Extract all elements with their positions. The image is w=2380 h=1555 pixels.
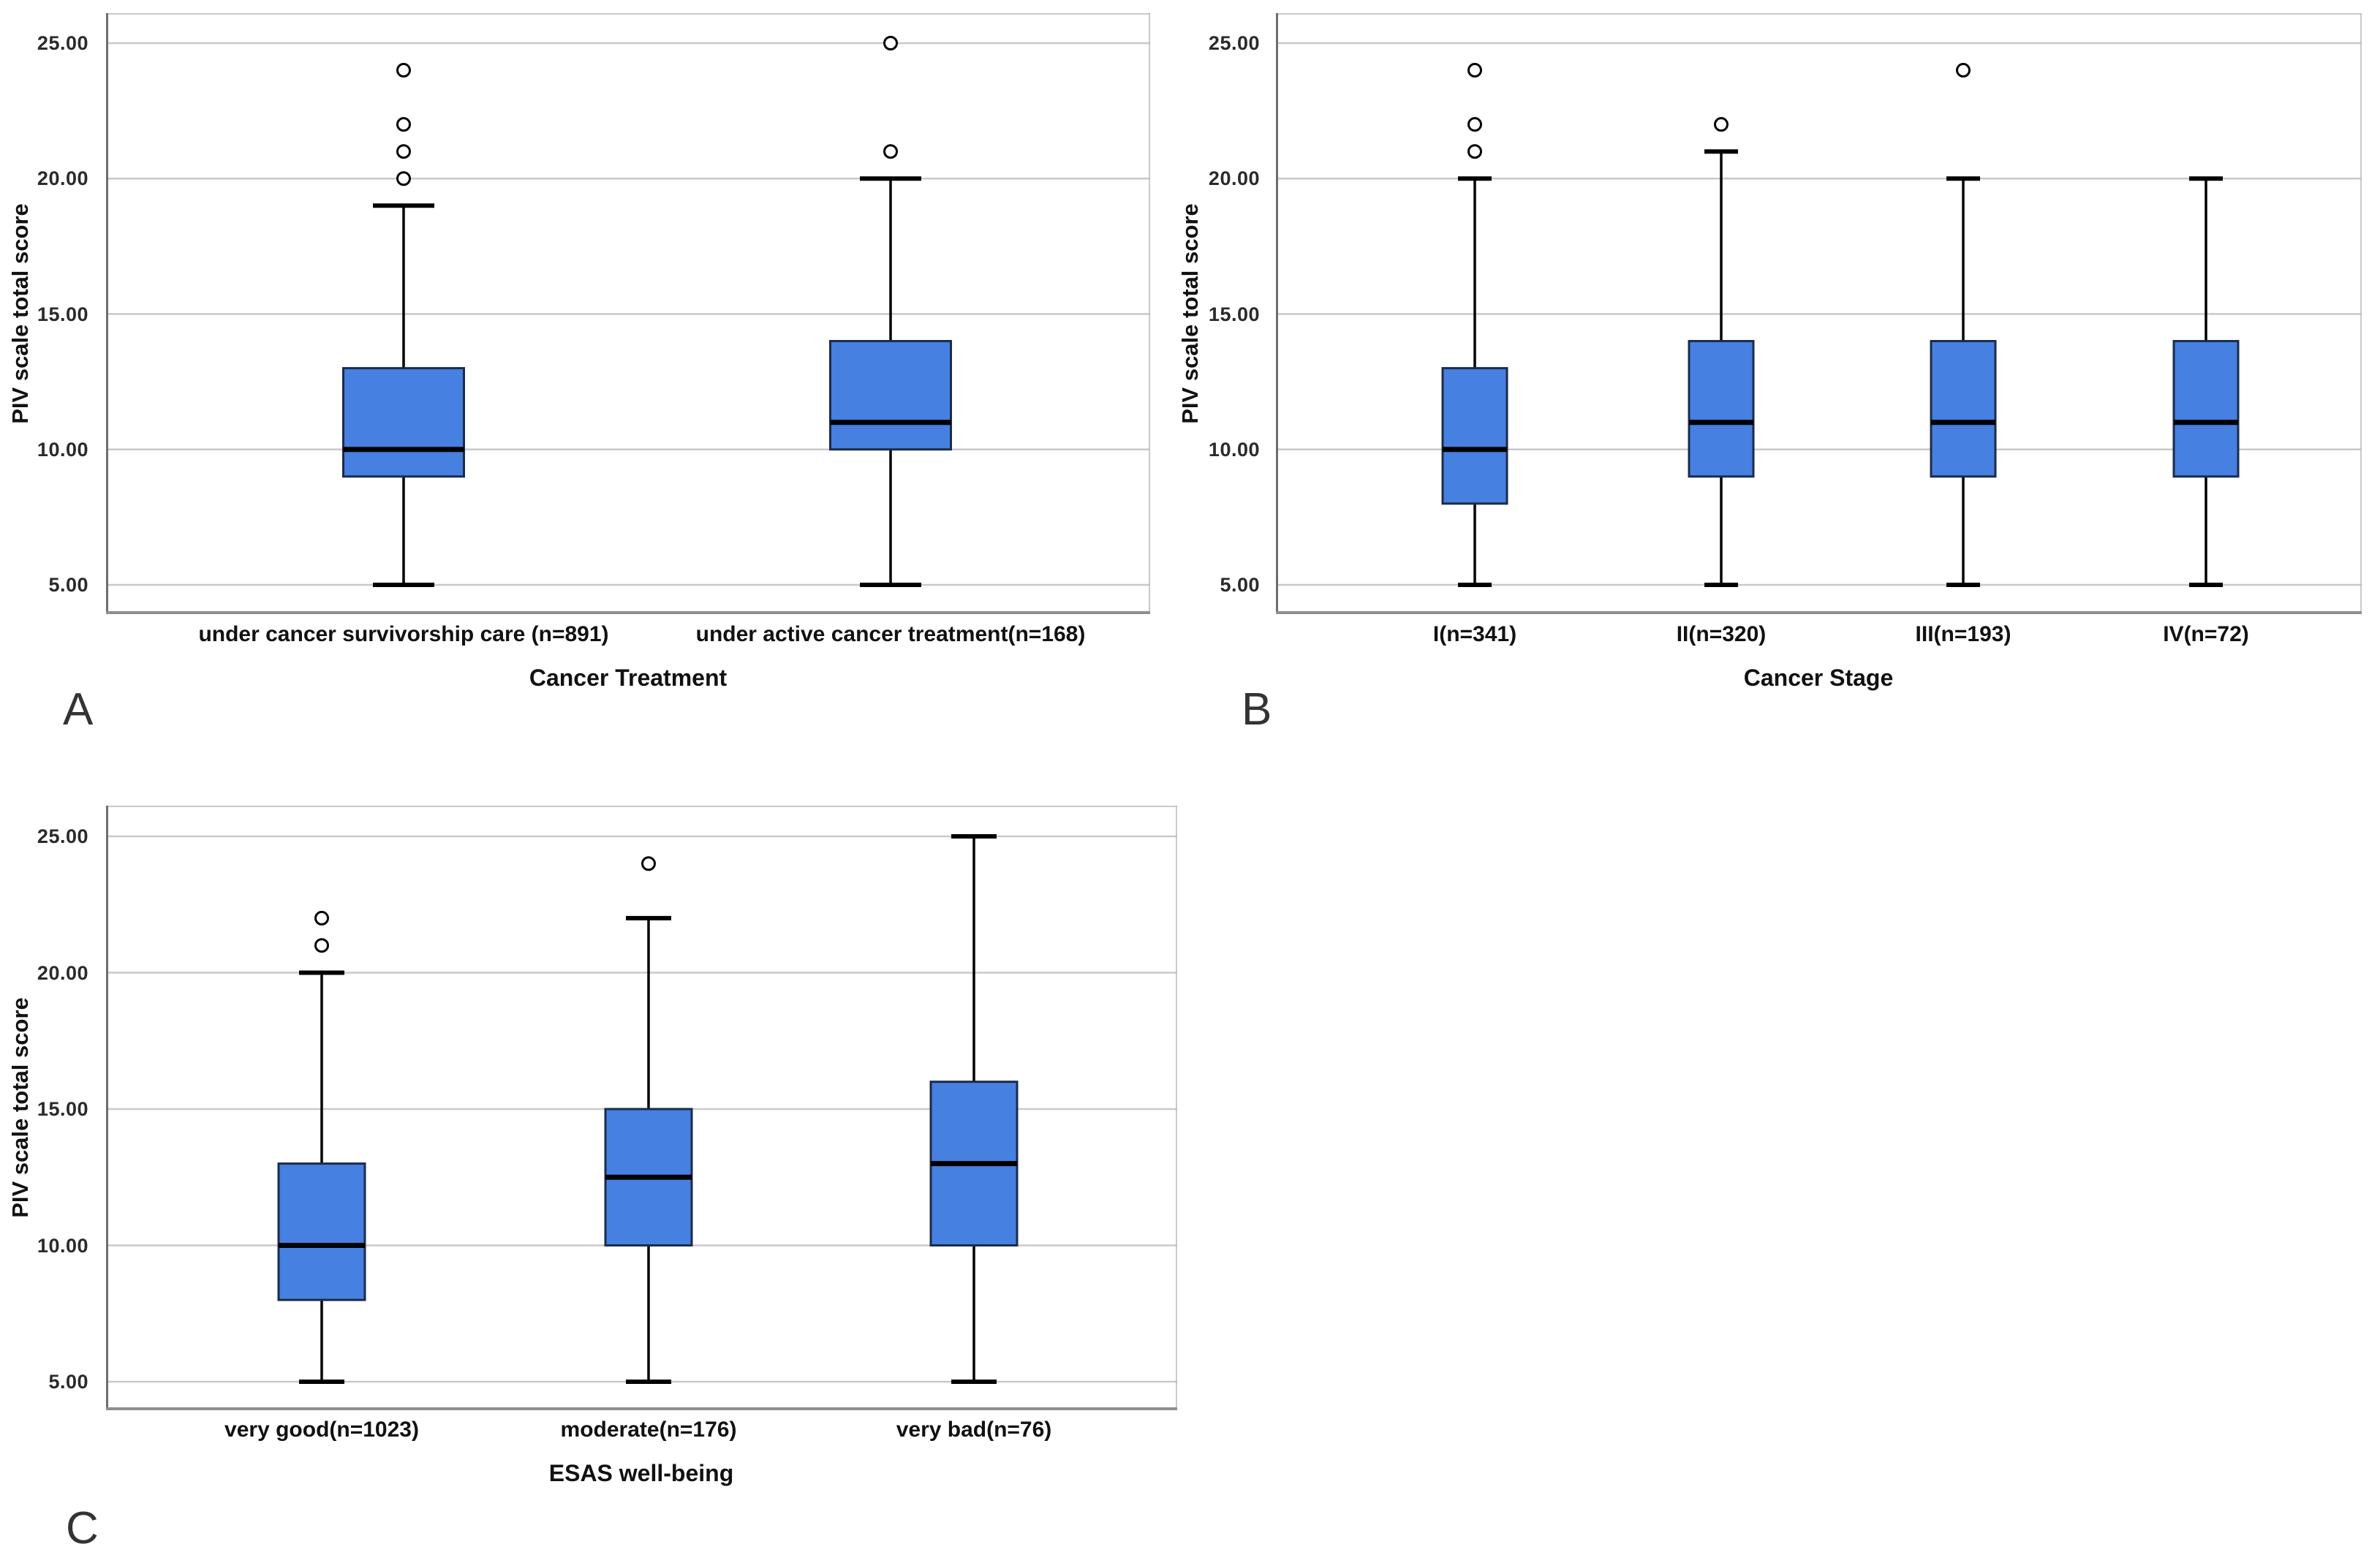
outlier-point bbox=[1467, 63, 1482, 78]
y-tick-label: 5.00 bbox=[48, 574, 88, 596]
iqr-box bbox=[1688, 340, 1755, 478]
outlier-point bbox=[883, 144, 898, 159]
panel-letter-c: C bbox=[66, 1503, 99, 1554]
y-tick-label: 10.00 bbox=[1208, 438, 1260, 461]
panel-b-plot-area bbox=[1276, 13, 2362, 614]
outlier-point bbox=[396, 171, 411, 186]
boxplot-2 bbox=[604, 856, 693, 1384]
y-tick-label: 25.00 bbox=[37, 825, 88, 847]
y-tick-label: 25.00 bbox=[37, 32, 88, 54]
y-tick-label: 10.00 bbox=[37, 1234, 88, 1257]
boxplot-1 bbox=[277, 910, 366, 1384]
iqr-box bbox=[1930, 340, 1997, 478]
iqr-box bbox=[277, 1162, 366, 1301]
iqr-box bbox=[342, 367, 465, 478]
category-label: III(n=193) bbox=[1915, 622, 2011, 646]
outlier-point bbox=[396, 117, 411, 132]
iqr-box bbox=[2172, 340, 2240, 478]
y-tick-label: 15.00 bbox=[37, 1098, 88, 1120]
iqr-box bbox=[829, 340, 952, 451]
outlier-point bbox=[1467, 117, 1482, 132]
y-tick-label: 10.00 bbox=[37, 438, 88, 461]
category-label: moderate(n=176) bbox=[560, 1418, 737, 1442]
outlier-point bbox=[641, 856, 656, 871]
y-tick-label: 20.00 bbox=[37, 961, 88, 984]
outlier-point bbox=[883, 36, 898, 50]
panel-c-plot-area bbox=[106, 806, 1177, 1410]
outlier-point bbox=[396, 144, 411, 159]
boxplot-4 bbox=[2172, 176, 2240, 587]
x-axis-title: ESAS well-being bbox=[548, 1460, 734, 1486]
boxplot-1 bbox=[342, 63, 465, 587]
x-axis-title: Cancer Treatment bbox=[529, 665, 728, 691]
category-label: I(n=341) bbox=[1432, 622, 1517, 646]
boxplot-3 bbox=[1930, 63, 1997, 587]
outlier-point bbox=[1467, 144, 1482, 159]
y-tick-label: 5.00 bbox=[1220, 574, 1260, 596]
panel-letter-a: A bbox=[63, 684, 94, 735]
category-label: very good(n=1023) bbox=[224, 1418, 419, 1442]
outlier-point bbox=[314, 910, 329, 926]
y-tick-label: 20.00 bbox=[37, 167, 88, 190]
category-label: IV(n=72) bbox=[2163, 622, 2249, 646]
category-label: II(n=320) bbox=[1676, 622, 1767, 646]
outlier-point bbox=[314, 938, 329, 953]
outlier-point bbox=[396, 63, 411, 78]
x-axis-title: Cancer Stage bbox=[1743, 665, 1894, 691]
category-label: very bad(n=76) bbox=[896, 1418, 1052, 1442]
boxplot-2 bbox=[1688, 117, 1755, 587]
boxplot-1 bbox=[1441, 63, 1508, 587]
y-tick-label: 5.00 bbox=[48, 1371, 88, 1393]
y-axis-title: PIV scale total score bbox=[7, 997, 33, 1218]
outlier-point bbox=[1714, 117, 1729, 132]
category-label: under active cancer treatment(n=168) bbox=[695, 622, 1086, 646]
y-tick-label: 20.00 bbox=[1208, 167, 1260, 190]
category-label: under cancer survivorship care (n=891) bbox=[198, 622, 609, 646]
iqr-box bbox=[1441, 367, 1508, 505]
boxplot-3 bbox=[929, 834, 1019, 1384]
outlier-point bbox=[1956, 63, 1971, 78]
boxplot-2 bbox=[829, 36, 952, 587]
panel-a-plot-area bbox=[106, 13, 1150, 614]
y-tick-label: 15.00 bbox=[37, 303, 88, 325]
panel-letter-b: B bbox=[1242, 684, 1272, 735]
y-tick-label: 25.00 bbox=[1208, 32, 1260, 54]
y-tick-label: 15.00 bbox=[1208, 303, 1260, 325]
